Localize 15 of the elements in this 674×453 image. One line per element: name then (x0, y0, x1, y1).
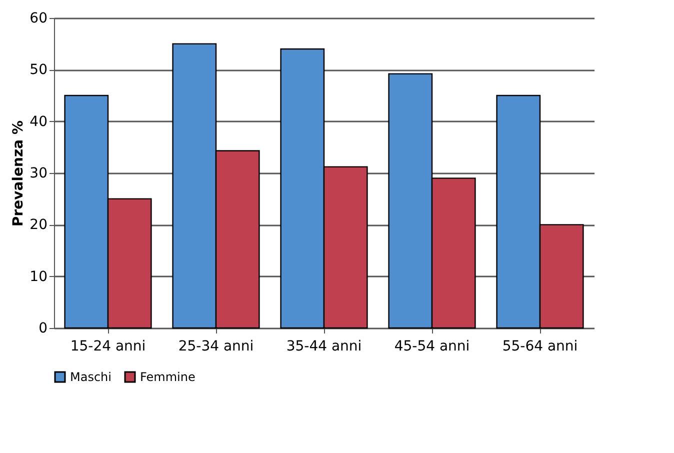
x-tick-label: 25-34 anni (178, 338, 254, 354)
legend-label: Maschi (70, 370, 112, 384)
x-tick-label: 15-24 anni (70, 338, 146, 354)
y-tick-label: 60 (30, 10, 48, 26)
y-tick-label: 50 (30, 62, 48, 78)
x-tick-label: 35-44 anni (286, 338, 362, 354)
y-tick-label: 0 (38, 320, 48, 336)
x-tick-label: 45-54 anni (394, 338, 470, 354)
y-tick-label: 40 (30, 114, 48, 130)
y-axis-title: Prevalenza % (10, 120, 27, 226)
legend-label: Femmine (140, 370, 196, 384)
y-tick-label: 30 (30, 166, 48, 182)
y-tick-label: 10 (30, 268, 48, 285)
y-tick-label: 20 (30, 217, 48, 234)
x-tick-label: 55-64 anni (502, 338, 578, 354)
